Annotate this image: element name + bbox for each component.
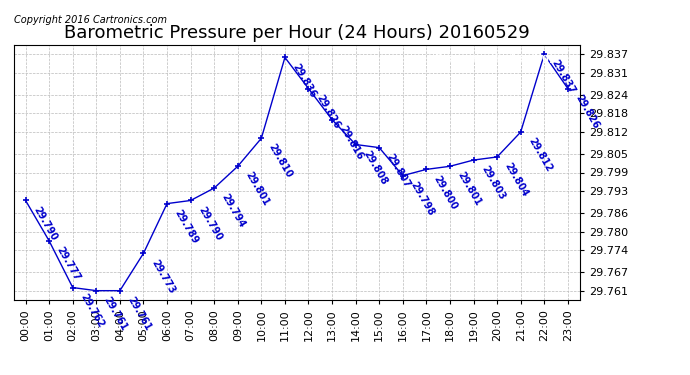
Text: 29.808: 29.808 [361,148,388,186]
Text: 29.826: 29.826 [314,93,342,130]
Text: 29.789: 29.789 [172,208,200,245]
Text: 29.826: 29.826 [573,93,601,130]
Text: 29.790: 29.790 [196,205,224,242]
Text: 29.801: 29.801 [455,171,483,208]
Text: 29.803: 29.803 [479,164,506,202]
Text: 29.798: 29.798 [408,180,436,218]
Title: Barometric Pressure per Hour (24 Hours) 20160529: Barometric Pressure per Hour (24 Hours) … [64,24,530,42]
Text: 29.837: 29.837 [550,58,578,96]
Text: Copyright 2016 Cartronics.com: Copyright 2016 Cartronics.com [14,15,167,25]
Text: 29.807: 29.807 [385,152,412,189]
Text: 29.773: 29.773 [149,258,177,295]
Text: 29.800: 29.800 [432,174,460,211]
Text: 29.812: 29.812 [526,136,553,174]
Text: 29.762: 29.762 [78,292,106,329]
Text: 29.777: 29.777 [55,245,82,282]
Text: 29.790: 29.790 [31,205,59,242]
Text: 29.801: 29.801 [244,171,270,208]
Text: 29.761: 29.761 [126,295,153,332]
Text: 29.794: 29.794 [219,192,247,230]
Text: 29.804: 29.804 [502,161,530,199]
Text: 29.836: 29.836 [290,62,318,99]
Text: 29.816: 29.816 [337,124,365,161]
Text: 29.810: 29.810 [267,142,295,180]
Text: 29.761: 29.761 [102,295,129,332]
